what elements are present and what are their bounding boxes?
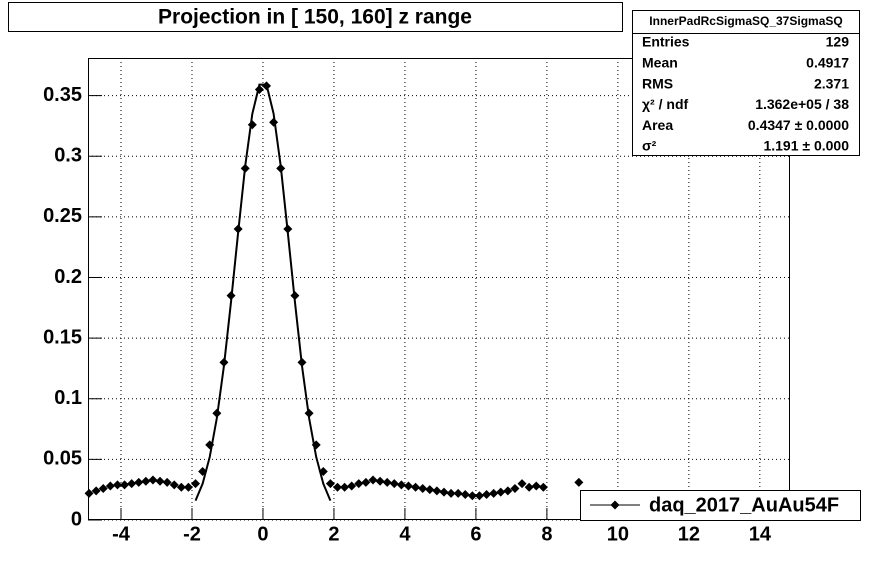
y-tick-label: 0 (71, 508, 82, 530)
stats-value: 129 (826, 34, 850, 50)
x-tick-label: 6 (470, 523, 481, 545)
data-point (183, 482, 193, 492)
data-point (467, 491, 477, 501)
data-point (162, 477, 172, 487)
data-point (489, 488, 499, 498)
data-point (325, 479, 335, 489)
data-point (112, 480, 122, 490)
data-point (354, 479, 364, 489)
data-point (531, 481, 541, 491)
legend-label: daq_2017_AuAu54F (649, 494, 839, 516)
chart-title: Projection in [ 150, 160] z range (158, 6, 472, 29)
data-point (148, 475, 158, 485)
data-point (176, 482, 186, 492)
data-point (453, 488, 463, 498)
data-point (134, 477, 144, 487)
x-tick-label: 4 (399, 523, 411, 545)
data-point (517, 479, 527, 489)
data-point (368, 475, 378, 485)
stats-label: Entries (642, 34, 690, 50)
y-tick-label: 0.3 (54, 145, 82, 167)
stats-value: 2.371 (814, 75, 849, 91)
y-tick-label: 0.15 (43, 326, 82, 348)
data-point (347, 481, 357, 491)
data-point (425, 485, 435, 495)
data-point (105, 481, 115, 491)
data-point (247, 120, 257, 130)
data-point (98, 483, 108, 493)
data-point (361, 477, 371, 487)
x-tick-label: 0 (257, 523, 268, 545)
data-point (411, 482, 421, 492)
x-tick-label: 2 (328, 523, 339, 545)
data-point (510, 483, 520, 493)
x-tick-label: 12 (678, 523, 700, 545)
stats-value: 0.4347 ± 0.0000 (748, 117, 849, 133)
data-point (538, 482, 548, 492)
data-point (340, 482, 350, 492)
data-point (432, 486, 442, 496)
data-point (191, 479, 201, 489)
plot-frame (88, 58, 790, 520)
stats-value: 0.4917 (806, 55, 849, 71)
data-point (120, 480, 130, 490)
data-point (169, 480, 179, 490)
x-tick-label: -4 (112, 523, 131, 545)
data-point (375, 476, 385, 486)
data-point (91, 486, 101, 496)
data-point (496, 487, 506, 497)
stats-label: Area (642, 117, 673, 133)
data-point (332, 482, 342, 492)
y-tick-label: 0.25 (43, 205, 82, 227)
stats-box (632, 10, 860, 156)
data-point (574, 477, 584, 487)
data-point (84, 488, 94, 498)
stats-value: 1.362e+05 / 38 (755, 96, 849, 112)
x-tick-label: 14 (749, 523, 772, 545)
data-point (482, 490, 492, 500)
data-point (524, 482, 534, 492)
data-point (418, 483, 428, 493)
data-point (439, 487, 449, 497)
data-point (403, 481, 413, 491)
stats-value: 1.191 ± 0.000 (763, 138, 849, 154)
data-point (474, 491, 484, 501)
x-tick-label: -2 (183, 523, 201, 545)
fit-curve (194, 83, 332, 501)
data-point (396, 480, 406, 490)
y-tick-label: 0.35 (43, 84, 82, 106)
data-point (155, 476, 165, 486)
stats-label: Mean (642, 55, 678, 71)
x-tick-label: 10 (607, 523, 629, 545)
stats-label: RMS (642, 75, 673, 91)
x-tick-label: 8 (541, 523, 552, 545)
y-tick-label: 0.2 (54, 266, 82, 288)
data-point (460, 490, 470, 500)
y-tick-label: 0.05 (43, 448, 82, 470)
y-tick-label: 0.1 (54, 387, 82, 409)
stats-label: σ² (642, 138, 657, 154)
data-point (141, 476, 151, 486)
title-box (8, 2, 623, 32)
data-point (503, 486, 513, 496)
legend-marker (610, 500, 620, 510)
data-point (127, 479, 137, 489)
data-point (446, 488, 456, 498)
stats-title: InnerPadRcSigmaSQ_37SigmaSQ (649, 14, 842, 28)
data-point (389, 479, 399, 489)
stats-label: χ² / ndf (642, 96, 688, 112)
data-point (382, 477, 392, 487)
